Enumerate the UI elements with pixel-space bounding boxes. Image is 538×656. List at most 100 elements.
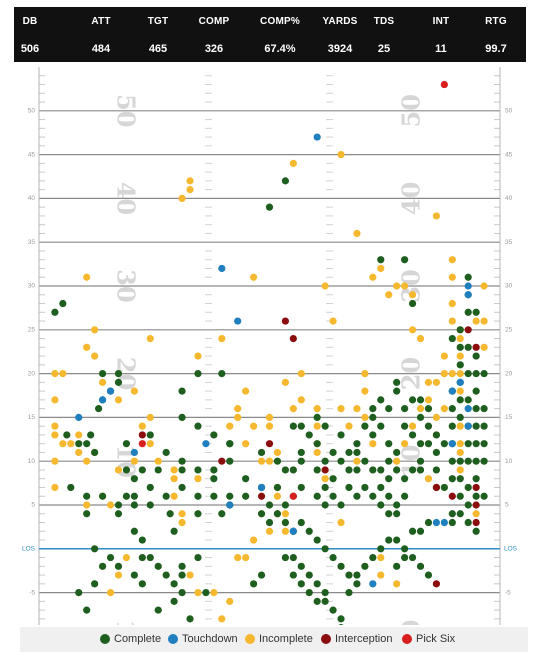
- pass-dot-incomplete: [369, 273, 377, 281]
- pass-dot-complete: [178, 483, 186, 492]
- pass-dot-incomplete: [130, 457, 138, 465]
- pass-dot-incomplete: [250, 273, 258, 281]
- stat-rtg: RTG 99.7: [468, 7, 524, 62]
- pass-dot-interception: [289, 334, 297, 343]
- pass-dot-complete: [226, 457, 234, 465]
- pass-dot-complete: [265, 501, 274, 509]
- pass-dot-complete: [297, 562, 305, 570]
- pass-dot-complete: [472, 370, 480, 378]
- pass-dot-complete: [313, 580, 321, 588]
- field-background: [39, 67, 500, 625]
- pass-dot-complete: [480, 405, 488, 413]
- pass-dot-complete: [464, 273, 472, 281]
- stats-bar: DB 506 ATT 484 TGT 465 COMP 326 COMP% 67.4% YARDS 3…: [14, 7, 526, 62]
- pass-dot-complete: [456, 361, 464, 369]
- pass-dot-complete: [313, 492, 321, 500]
- pass-dot-incomplete: [353, 457, 361, 465]
- y-tick-label-right: 40: [505, 195, 513, 202]
- pass-dot-complete: [416, 527, 425, 535]
- stat-tds: TDS 25: [356, 7, 412, 62]
- pass-dot-complete: [448, 422, 456, 430]
- pass-dot-incomplete: [456, 448, 464, 457]
- pass-dot-incomplete: [297, 370, 305, 378]
- pass-dot-incomplete: [329, 317, 337, 325]
- pass-dot-complete: [186, 615, 194, 623]
- pass-dot-complete: [464, 483, 472, 492]
- los-label-left: LOS: [22, 546, 36, 553]
- pass-dot-incomplete: [122, 553, 131, 562]
- stat-header: COMP: [198, 16, 230, 27]
- pass-dot-complete: [472, 422, 480, 430]
- pass-dot-incomplete: [480, 343, 488, 351]
- pass-dot-incomplete: [377, 571, 385, 579]
- y-tick-label-right: 5: [505, 502, 509, 509]
- pass-dot-interception: [448, 492, 456, 500]
- pass-dot-complete: [361, 422, 369, 430]
- pass-dot-complete: [448, 475, 456, 483]
- pass-dot-complete: [194, 466, 202, 474]
- pass-dot-incomplete: [393, 282, 401, 290]
- pass-dot-incomplete: [448, 299, 456, 308]
- pass-dot-incomplete: [242, 440, 250, 448]
- pass-dot-complete: [369, 553, 377, 562]
- stat-value: 484: [91, 43, 111, 55]
- pass-dot-complete: [289, 553, 297, 562]
- pass-dot-complete: [210, 492, 218, 500]
- y-tick-label-right: 50: [505, 108, 513, 115]
- pass-dot-complete: [178, 562, 186, 570]
- pass-dot-incomplete: [234, 405, 242, 413]
- pass-dot-complete: [345, 448, 353, 457]
- stat-comp-pct: COMP% 67.4%: [252, 7, 308, 62]
- pass-dot-incomplete: [456, 352, 464, 360]
- pass-dot-complete: [408, 466, 417, 474]
- pass-dot-complete: [416, 457, 425, 465]
- pass-dot-complete: [432, 431, 441, 439]
- pass-dot-complete: [408, 396, 417, 404]
- pass-dot-interception: [472, 343, 480, 351]
- y-tick-label-left: 40: [28, 195, 36, 202]
- pass-dot-complete: [401, 256, 409, 264]
- field-number: 10: [397, 620, 426, 625]
- pass-dot-incomplete: [281, 378, 289, 386]
- pass-dot-complete: [353, 492, 361, 500]
- pass-dot-complete: [480, 492, 488, 500]
- field-number: 30: [112, 269, 141, 302]
- pass-dot-complete: [369, 431, 377, 439]
- pass-dot-complete: [464, 501, 472, 509]
- pass-dot-complete: [401, 545, 409, 553]
- pass-dot-complete: [91, 545, 99, 553]
- pass-dot-complete: [385, 457, 393, 465]
- pass-dot-complete: [130, 501, 138, 509]
- legend-dot-complete: [100, 634, 110, 644]
- pass-dot-complete: [408, 553, 417, 562]
- pass-dot-complete: [218, 510, 226, 518]
- legend-dot-interception: [321, 634, 331, 644]
- y-tick-label-left: 10: [28, 458, 36, 465]
- pass-dot-complete: [218, 370, 226, 378]
- pass-dot-incomplete: [51, 431, 59, 439]
- pass-dot-incomplete: [321, 475, 329, 483]
- pass-dot-complete: [114, 378, 123, 386]
- pass-dot-complete: [353, 440, 361, 448]
- pass-dot-complete: [416, 396, 425, 404]
- stat-value: 67.4%: [264, 43, 296, 55]
- field-number: 50: [112, 94, 141, 127]
- pass-dot-complete: [321, 589, 329, 597]
- pass-dot-incomplete: [234, 413, 242, 421]
- pass-dot-touchdown: [313, 133, 321, 141]
- pass-dot-complete: [98, 370, 107, 378]
- pass-dot-incomplete: [106, 501, 115, 509]
- legend: Complete Touchdown Incomplete Intercepti…: [20, 627, 528, 652]
- pass-dot-incomplete: [186, 571, 194, 579]
- pass-dot-complete: [194, 492, 202, 500]
- field-area: [39, 67, 500, 625]
- pass-dot-incomplete: [226, 597, 234, 605]
- pass-dot-complete: [393, 466, 401, 474]
- pass-dot-incomplete: [289, 405, 297, 413]
- pass-dot-complete: [154, 606, 162, 614]
- pass-dot-touchdown: [456, 378, 464, 386]
- pass-dot-complete: [472, 475, 480, 483]
- pass-dot-complete: [154, 466, 162, 474]
- pass-dot-incomplete: [424, 378, 433, 386]
- pass-dot-complete: [242, 492, 250, 500]
